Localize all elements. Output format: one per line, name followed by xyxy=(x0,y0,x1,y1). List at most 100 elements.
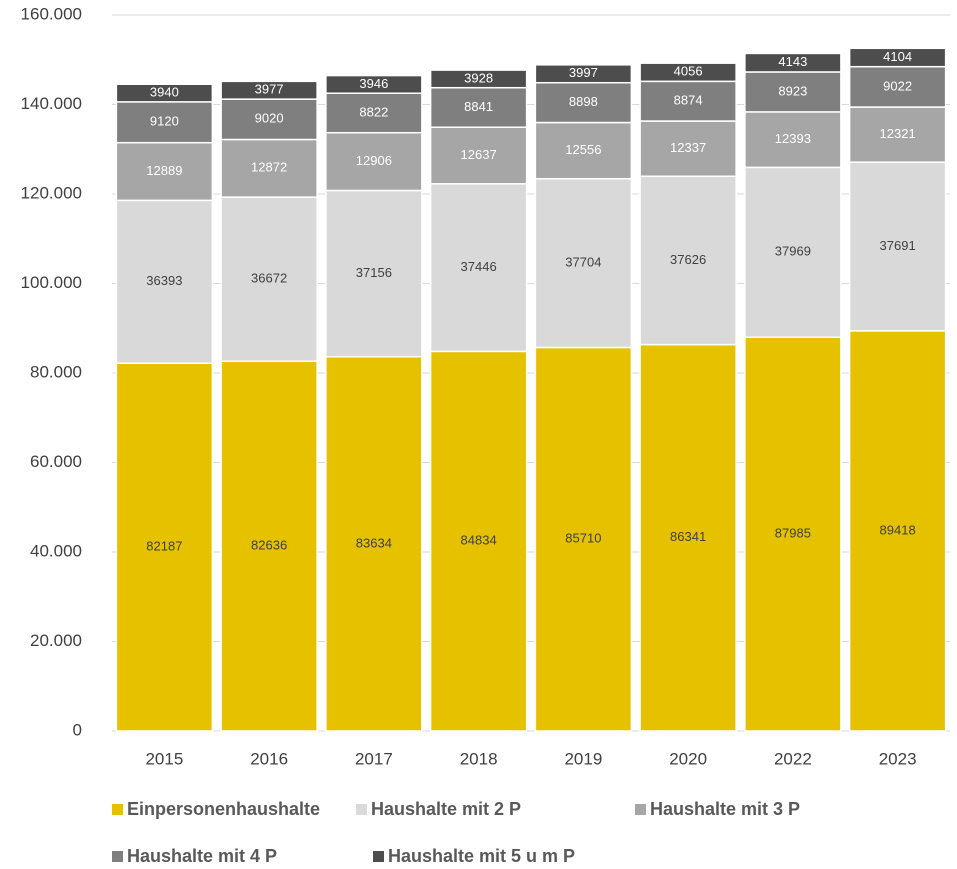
data-label: 37446 xyxy=(461,259,497,274)
data-label: 37691 xyxy=(880,238,916,253)
bar-segment xyxy=(639,62,737,83)
y-tick-label: 120.000 xyxy=(21,183,82,202)
data-label: 12872 xyxy=(251,160,287,175)
legend-label: Haushalte mit 3 P xyxy=(650,799,800,819)
legend-label: Haushalte mit 4 P xyxy=(127,846,277,866)
data-label: 4104 xyxy=(883,49,912,64)
data-label: 3977 xyxy=(255,82,284,97)
bar-segment xyxy=(534,346,633,732)
data-label: 36393 xyxy=(146,273,182,288)
x-tick-label: 2016 xyxy=(250,749,288,768)
bar-segment xyxy=(639,80,737,122)
bar-segment xyxy=(115,362,214,732)
bar-segment xyxy=(848,106,947,163)
legend-swatch xyxy=(112,804,123,815)
x-tick-label: 2022 xyxy=(774,749,812,768)
bar-segment xyxy=(220,80,318,100)
bar-segment xyxy=(429,69,528,89)
data-label: 9020 xyxy=(255,111,284,126)
data-label: 84834 xyxy=(461,533,497,548)
bar-segment xyxy=(325,74,423,94)
y-tick-label: 100.000 xyxy=(21,273,82,292)
bar-segment xyxy=(220,98,318,141)
bar-segment xyxy=(639,175,737,346)
y-tick-label: 20.000 xyxy=(30,631,82,650)
bar-segment xyxy=(115,199,214,364)
x-tick-label: 2018 xyxy=(460,749,498,768)
bar-segment xyxy=(429,350,528,732)
bar-segment xyxy=(325,189,423,358)
bar-segment xyxy=(744,336,842,732)
bar-segment xyxy=(744,52,842,73)
data-label: 9120 xyxy=(150,114,179,129)
x-tick-label: 2017 xyxy=(355,749,393,768)
legend-label: Haushalte mit 5 u m P xyxy=(388,846,575,866)
data-label: 83634 xyxy=(356,535,392,550)
data-label: 8822 xyxy=(359,104,388,119)
bar-segment xyxy=(220,138,318,198)
legend-swatch xyxy=(356,804,367,815)
legend-swatch xyxy=(373,851,384,862)
bar-segment xyxy=(325,131,423,192)
data-label: 3946 xyxy=(359,76,388,91)
bar-segment xyxy=(534,64,633,84)
data-label: 12889 xyxy=(146,163,182,178)
y-tick-label: 0 xyxy=(73,720,82,739)
bar-segment xyxy=(429,86,528,128)
bar-segment xyxy=(325,355,423,732)
bar-segment xyxy=(429,126,528,185)
bar-segment xyxy=(848,161,947,332)
bar-segment xyxy=(429,183,528,353)
data-label: 3928 xyxy=(464,70,493,85)
bar-segment xyxy=(220,196,318,362)
data-label: 37626 xyxy=(670,252,706,267)
bar-segment xyxy=(639,343,737,732)
x-tick-label: 2020 xyxy=(669,749,707,768)
data-label: 9022 xyxy=(883,78,912,93)
x-tick-label: 2015 xyxy=(145,749,183,768)
data-label: 87985 xyxy=(775,526,811,541)
bar-segment xyxy=(534,177,633,349)
x-tick-label: 2019 xyxy=(564,749,602,768)
data-label: 8898 xyxy=(569,94,598,109)
y-tick-label: 40.000 xyxy=(30,541,82,560)
y-tick-label: 140.000 xyxy=(21,94,82,113)
data-label: 8874 xyxy=(674,93,703,108)
data-label: 82636 xyxy=(251,538,287,553)
data-label: 12906 xyxy=(356,153,392,168)
x-tick-label: 2023 xyxy=(879,749,917,768)
y-tick-label: 160.000 xyxy=(21,4,82,23)
data-label: 3997 xyxy=(569,65,598,80)
data-label: 37704 xyxy=(565,255,601,270)
data-label: 8923 xyxy=(778,83,807,98)
data-label: 85710 xyxy=(565,531,601,546)
bar-segment xyxy=(744,166,842,339)
legend-label: Einpersonenhaushalte xyxy=(127,799,320,819)
legend-swatch xyxy=(112,851,123,862)
data-label: 82187 xyxy=(146,539,182,554)
data-label: 4143 xyxy=(778,54,807,69)
y-tick-label: 80.000 xyxy=(30,362,82,381)
data-label: 36672 xyxy=(251,271,287,286)
bar-segment xyxy=(534,81,633,124)
data-label: 89418 xyxy=(880,522,916,537)
bar-segment xyxy=(115,101,214,144)
data-label: 3940 xyxy=(150,84,179,99)
bar-segment xyxy=(848,330,947,732)
bar-segment xyxy=(325,92,423,134)
data-label: 37969 xyxy=(775,244,811,259)
bar-segment xyxy=(220,360,318,732)
data-label: 12393 xyxy=(775,131,811,146)
legend-label: Haushalte mit 2 P xyxy=(371,799,521,819)
data-label: 12637 xyxy=(461,147,497,162)
data-label: 12321 xyxy=(880,126,916,141)
bar-segment xyxy=(848,47,947,68)
data-label: 86341 xyxy=(670,529,706,544)
data-label: 12337 xyxy=(670,140,706,155)
data-label: 37156 xyxy=(356,265,392,280)
bar-segment xyxy=(115,83,214,103)
y-tick-label: 60.000 xyxy=(30,452,82,471)
data-label: 8841 xyxy=(464,99,493,114)
data-label: 4056 xyxy=(674,64,703,79)
